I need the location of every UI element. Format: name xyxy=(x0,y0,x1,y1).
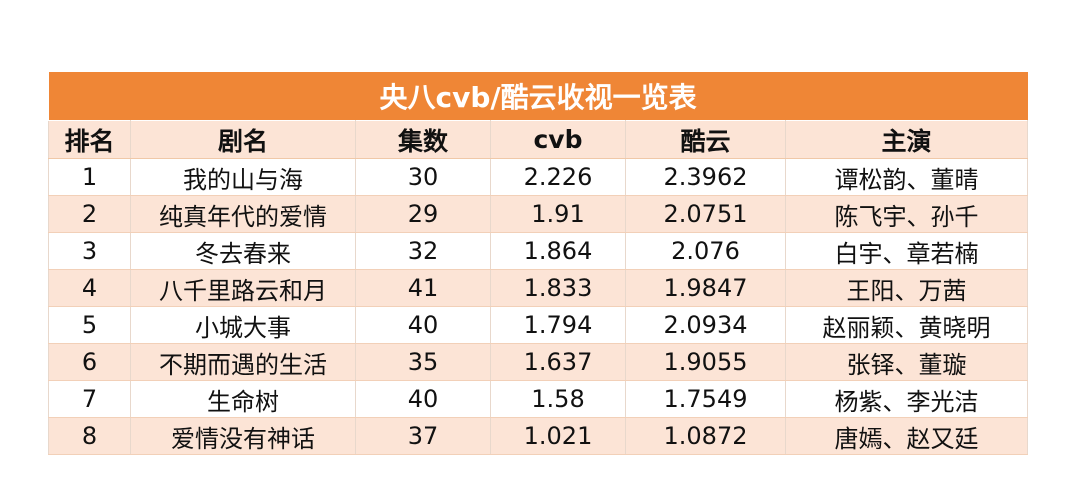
table-body: 1 我的山与海 30 2.226 2.3962 谭松韵、董晴 2 纯真年代的爱情 29 1.91 2… xyxy=(48,158,1029,455)
table-cell: 白宇、章若楠 xyxy=(784,232,1029,270)
table-cell: 41 xyxy=(355,269,491,307)
table-cell: 8 xyxy=(48,417,131,455)
table-cell: 唐嫣、赵又廷 xyxy=(784,417,1029,455)
table-cell: 40 xyxy=(355,380,491,418)
table-cell: 32 xyxy=(355,232,491,270)
header-cell: 主演 xyxy=(784,120,1029,159)
table-cell: 1.864 xyxy=(490,232,626,270)
table-cell: 1.794 xyxy=(490,306,626,344)
table-cell: 王阳、万茜 xyxy=(784,269,1029,307)
table-cell: 八千里路云和月 xyxy=(130,269,356,307)
table-cell: 2.226 xyxy=(490,158,626,196)
header-cell: 集数 xyxy=(355,120,491,159)
table-cell: 1.0872 xyxy=(625,417,786,455)
table-cell: 2.0751 xyxy=(625,195,786,233)
table-cell: 2 xyxy=(48,195,131,233)
table-cell: 37 xyxy=(355,417,491,455)
table-row: 1 我的山与海 30 2.226 2.3962 谭松韵、董晴 xyxy=(48,158,1029,196)
table-cell: 陈飞宇、孙千 xyxy=(784,195,1029,233)
table-cell: 1.91 xyxy=(490,195,626,233)
table-row: 2 纯真年代的爱情 29 1.91 2.0751 陈飞宇、孙千 xyxy=(48,195,1029,233)
table-cell: 2.0934 xyxy=(625,306,786,344)
table-cell: 杨紫、李光洁 xyxy=(784,380,1029,418)
table-cell: 1.637 xyxy=(490,343,626,381)
table-cell: 赵丽颖、黄晓明 xyxy=(784,306,1029,344)
table-cell: 2.076 xyxy=(625,232,786,270)
table-cell: 1.021 xyxy=(490,417,626,455)
table-row: 7 生命树 40 1.58 1.7549 杨紫、李光洁 xyxy=(48,380,1029,418)
header-cell: 酷云 xyxy=(625,120,786,159)
table-title: 央八cvb/酷云收视一览表 xyxy=(48,72,1028,121)
table-row: 8 爱情没有神话 37 1.021 1.0872 唐嫣、赵又廷 xyxy=(48,417,1029,455)
table-cell: 1.833 xyxy=(490,269,626,307)
table-cell: 40 xyxy=(355,306,491,344)
table-cell: 30 xyxy=(355,158,491,196)
table-row: 4 八千里路云和月 41 1.833 1.9847 王阳、万茜 xyxy=(48,269,1029,307)
table-row: 6 不期而遇的生活 35 1.637 1.9055 张铎、董璇 xyxy=(48,343,1029,381)
table-cell: 1.58 xyxy=(490,380,626,418)
header-cell: 剧名 xyxy=(130,120,356,159)
table-cell: 1.7549 xyxy=(625,380,786,418)
table-row: 5 小城大事 40 1.794 2.0934 赵丽颖、黄晓明 xyxy=(48,306,1029,344)
table-cell: 7 xyxy=(48,380,131,418)
ratings-table: 央八cvb/酷云收视一览表 排名 剧名 集数 cvb 酷云 主演 1 我的山与海 30 2.22… xyxy=(48,72,1029,455)
table-cell: 爱情没有神话 xyxy=(130,417,356,455)
header-cell: cvb xyxy=(490,120,626,159)
table-cell: 生命树 xyxy=(130,380,356,418)
table-cell: 不期而遇的生活 xyxy=(130,343,356,381)
table-row: 3 冬去春来 32 1.864 2.076 白宇、章若楠 xyxy=(48,232,1029,270)
table-cell: 纯真年代的爱情 xyxy=(130,195,356,233)
table-cell: 张铎、董璇 xyxy=(784,343,1029,381)
table-cell: 4 xyxy=(48,269,131,307)
table-cell: 我的山与海 xyxy=(130,158,356,196)
table-cell: 小城大事 xyxy=(130,306,356,344)
table-cell: 5 xyxy=(48,306,131,344)
table-cell: 1 xyxy=(48,158,131,196)
header-row: 排名 剧名 集数 cvb 酷云 主演 xyxy=(48,120,1029,159)
table-cell: 谭松韵、董晴 xyxy=(784,158,1029,196)
table-cell: 2.3962 xyxy=(625,158,786,196)
table-cell: 1.9055 xyxy=(625,343,786,381)
table-cell: 35 xyxy=(355,343,491,381)
table-cell: 3 xyxy=(48,232,131,270)
table-cell: 29 xyxy=(355,195,491,233)
table-cell: 冬去春来 xyxy=(130,232,356,270)
table-cell: 1.9847 xyxy=(625,269,786,307)
header-cell: 排名 xyxy=(48,120,131,159)
table-cell: 6 xyxy=(48,343,131,381)
